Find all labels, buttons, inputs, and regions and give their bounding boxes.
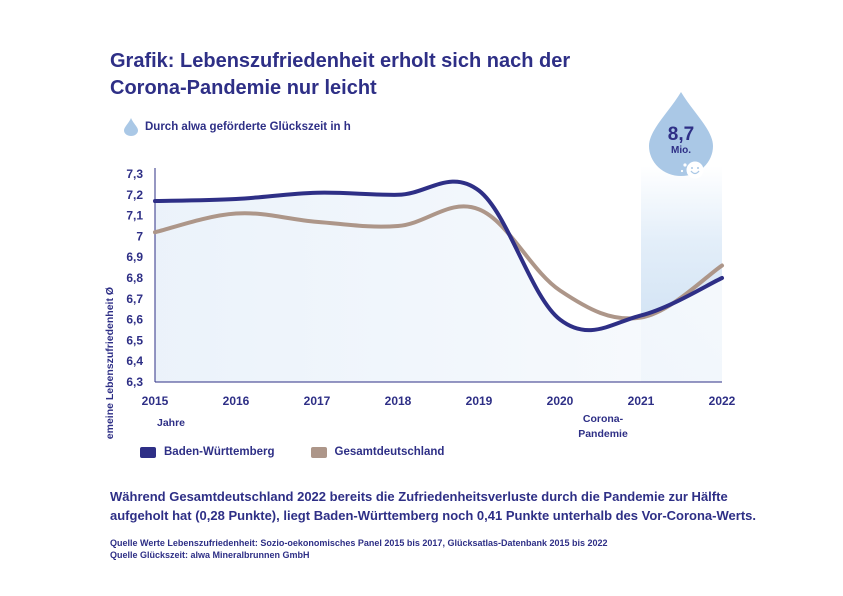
x-tick-label: 2019 <box>466 394 493 408</box>
y-tick-label: 6,3 <box>126 375 143 389</box>
legend-item-bw: Baden-Württemberg <box>140 446 275 458</box>
badge-unit: Mio. <box>671 145 691 156</box>
legend-swatch-de <box>310 446 327 458</box>
page-title: Grafik: Lebenszufriedenheit erholt sich … <box>110 48 730 102</box>
y-tick-label: 7 <box>136 229 143 243</box>
y-tick-label: 6,7 <box>126 292 143 306</box>
smiling-drop-icon <box>686 161 704 179</box>
legend-item-de: Gesamtdeutschland <box>310 446 445 458</box>
x-tick-label: 2022 <box>709 394 736 408</box>
series-legend: Baden-Württemberg Gesamtdeutschland <box>140 446 480 458</box>
y-tick-label: 7,1 <box>126 209 143 223</box>
x-tick-label: 2018 <box>385 394 412 408</box>
y-tick-label: 7,3 <box>126 167 143 181</box>
smile-eye-right <box>697 167 699 169</box>
badge-drop-shape <box>649 92 713 176</box>
sparkle-dot <box>683 163 687 167</box>
source-line-1: Quelle Werte Lebenszufriedenheit: Sozio-… <box>110 538 608 548</box>
summary-text: Während Gesamtdeutschland 2022 bereits d… <box>110 489 756 523</box>
x-tick-label: 2020 <box>547 394 574 408</box>
source-line-2: Quelle Glückszeit: alwa Mineralbrunnen G… <box>110 550 310 560</box>
badge-value: 8,7 <box>668 124 694 145</box>
y-tick-label: 6,9 <box>126 250 143 264</box>
sparkle-dot <box>680 169 684 173</box>
smile-mouth <box>690 170 700 175</box>
pandemic-annotation-line-1: Corona- <box>583 413 624 425</box>
smile-eye-left <box>691 167 693 169</box>
legend-label-bw: Baden-Württemberg <box>164 446 275 458</box>
y-tick-label: 6,5 <box>126 333 143 347</box>
title-line-2: Corona-Pandemie nur leicht <box>110 77 377 99</box>
glueckszeit-legend: Durch alwa geförderte Glückszeit in h <box>124 118 351 136</box>
glueckszeit-legend-label: Durch alwa geförderte Glückszeit in h <box>145 121 351 133</box>
x-tick-label: 2017 <box>304 394 331 408</box>
y-tick-label: 6,4 <box>126 354 143 368</box>
y-tick-label: 6,8 <box>126 271 143 285</box>
source-notes: Quelle Werte Lebenszufriedenheit: Sozio-… <box>110 537 770 561</box>
title-line-1: Grafik: Lebenszufriedenheit erholt sich … <box>110 50 571 72</box>
legend-swatch-bw <box>140 446 156 458</box>
y-axis-title: Allgemeine Lebenszufriedenheit Ø <box>104 287 116 440</box>
x-tick-label: 2021 <box>628 394 655 408</box>
series-line-baden-wuerttemberg <box>153 179 724 333</box>
legend-label-de: Gesamtdeutschland <box>334 446 445 458</box>
y-tick-label: 6,6 <box>126 313 143 327</box>
x-tick-label: 2016 <box>223 394 250 408</box>
water-drop-icon <box>124 118 138 136</box>
pandemic-annotation-line-2: Pandemie <box>578 428 628 440</box>
line-chart: 7,3 7,2 7,1 7 6,9 6,8 6,7 6,6 6,5 6,4 6,3 2015 2016 2… <box>104 92 736 440</box>
x-tick-label: 2015 <box>142 394 169 408</box>
series-area-fill <box>155 181 722 382</box>
y-tick-label: 7,2 <box>126 188 143 202</box>
x-axis-title: Jahre <box>157 417 185 429</box>
